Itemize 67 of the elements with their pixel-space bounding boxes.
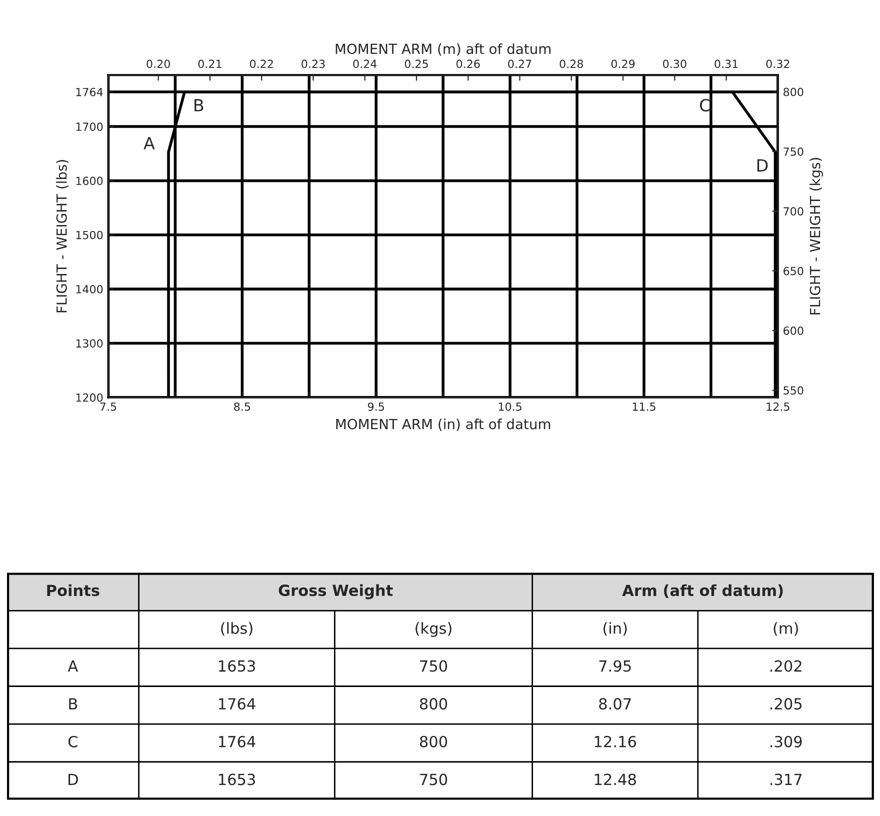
text: 12.16: [594, 736, 636, 748]
text: 12.48: [594, 774, 636, 786]
x-axis-title: MOMENT ARM (in) aft of datum: [336, 418, 550, 431]
text: Points: [47, 584, 100, 596]
x2-tick-label: 0.22: [250, 60, 273, 68]
text: 800: [420, 698, 448, 710]
text: 7.95: [599, 660, 631, 672]
text: 1764: [218, 698, 256, 710]
text: Arm (aft of datum): [622, 584, 783, 598]
y2-tick-label: 750: [784, 147, 804, 156]
x-tick-label: 9.5: [368, 402, 384, 411]
x-tick-label: 7.5: [100, 402, 116, 411]
x2-tick-label: 0.21: [198, 60, 222, 68]
text: B: [69, 698, 78, 710]
x2-tick-label: 0.29: [611, 60, 635, 68]
text: 750: [420, 660, 448, 672]
y2-tick-label: 700: [784, 207, 804, 216]
text: (m): [774, 622, 798, 636]
text: .317: [770, 774, 802, 786]
y-axis-title: FLIGHT - WEIGHT (lbs): [56, 160, 68, 312]
text: 800: [420, 736, 448, 748]
x2-tick-label: 0.27: [508, 60, 532, 68]
text: .309: [770, 736, 802, 748]
x-tick-label: 10.5: [498, 402, 522, 411]
y2-tick-label: 800: [784, 88, 804, 96]
y-tick-label: 1200: [76, 393, 103, 402]
y-tick-label: 1764: [76, 88, 103, 96]
annotation: A: [144, 137, 155, 150]
x-tick-label: 8.5: [234, 402, 250, 411]
y2-tick-label: 550: [784, 386, 804, 395]
text: 750: [420, 774, 448, 786]
text: D: [68, 774, 78, 785]
x2-tick-label: 0.30: [663, 60, 686, 68]
x2-tick-label: 0.23: [302, 60, 325, 68]
y2-tick-label: 600: [784, 326, 804, 335]
y-tick-label: 1300: [76, 339, 103, 348]
text: A: [68, 660, 78, 672]
text: 1764: [218, 736, 256, 748]
text: 8.07: [599, 698, 631, 710]
y2-tick-label: 650: [784, 266, 804, 276]
x2-tick-label: 0.20: [146, 60, 170, 68]
y-tick-label: 1700: [76, 122, 103, 131]
x2-tick-label: 0.26: [456, 60, 480, 68]
text: (in): [603, 622, 627, 636]
y-tick-label: 1600: [76, 176, 103, 186]
text: .202: [770, 660, 802, 672]
annotation: C: [700, 98, 710, 112]
text: 1653: [218, 774, 255, 786]
text: Gross Weight: [278, 584, 393, 600]
x2-tick-label: 0.28: [560, 60, 583, 68]
text: 1653: [218, 660, 255, 672]
x2-tick-label: 0.24: [353, 60, 377, 68]
annotation: D: [757, 159, 768, 172]
annotation: B: [194, 99, 204, 112]
text: (lbs): [221, 622, 252, 636]
y-tick-label: 1400: [76, 285, 103, 294]
y2-axis-title: FLIGHT - WEIGHT (kgs): [810, 158, 823, 314]
x-tick-label: 11.5: [632, 402, 656, 411]
y-tick-label: 1500: [76, 230, 103, 240]
x2-tick-label: 0.25: [404, 60, 428, 68]
x2-tick-label: 0.31: [714, 60, 738, 68]
x2-tick-label: 0.32: [766, 60, 790, 68]
text: .205: [770, 698, 802, 710]
text: C: [68, 736, 78, 748]
x-tick-label: 12.5: [766, 402, 790, 411]
text: (kgs): [416, 622, 452, 637]
x2-axis-title: MOMENT ARM (m) aft of datum: [336, 43, 551, 56]
